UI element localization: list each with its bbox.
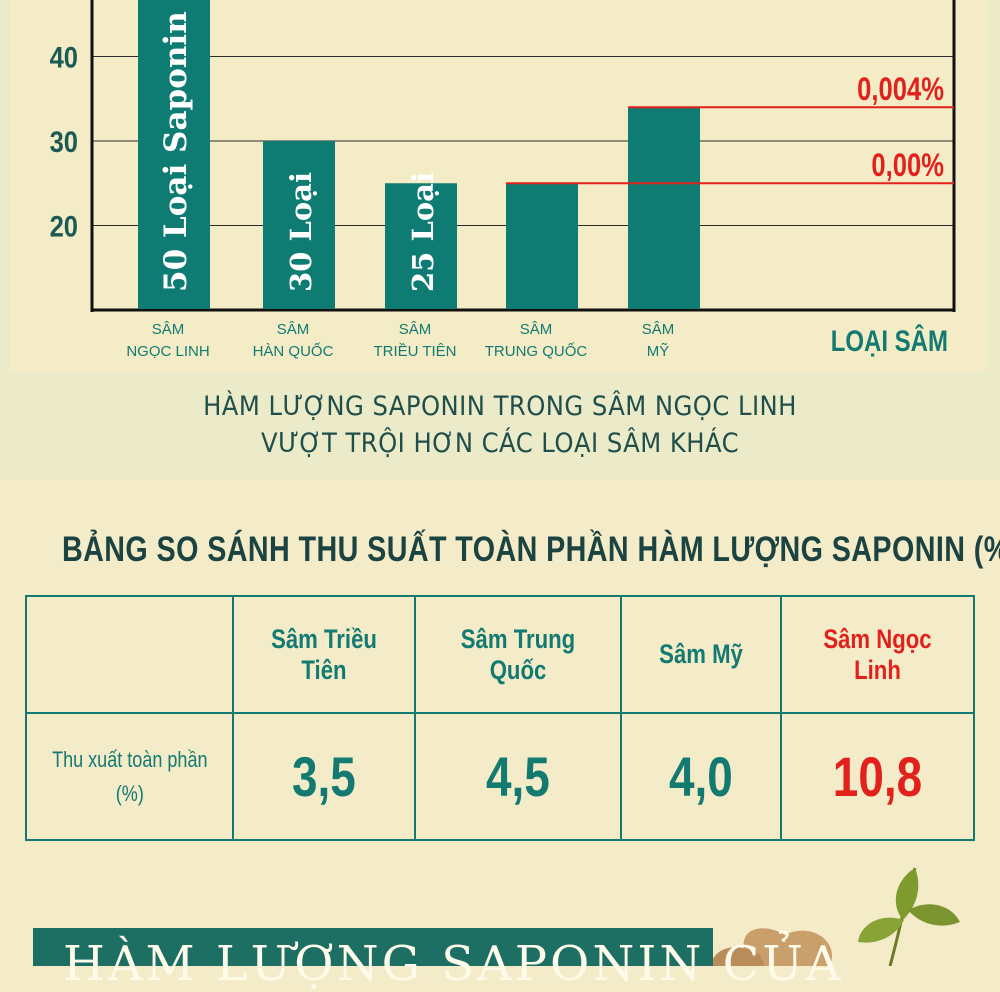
category-label: SÂM bbox=[520, 321, 553, 338]
chart-area: 20 30 40 50 Loại Saponin SÂM NGỌC LINH 30 Loại… bbox=[10, 0, 988, 372]
category-label: NGỌC LINH bbox=[126, 343, 209, 360]
value-ngoc-linh: 10,8 bbox=[780, 712, 975, 841]
x-axis-title: LOẠI SÂM bbox=[831, 323, 948, 357]
category-label: SÂM bbox=[399, 321, 432, 338]
y-tick-label: 40 bbox=[50, 41, 78, 74]
bar bbox=[628, 107, 700, 309]
reference-label: 0,00% bbox=[871, 149, 944, 184]
category-label: TRIỀU TIÊN bbox=[373, 343, 456, 360]
bar bbox=[263, 141, 335, 309]
category-label: SÂM bbox=[152, 321, 185, 338]
section-banner: HÀM LƯỢNG SAPONIN CỦA bbox=[33, 928, 840, 992]
bar-label: 30 Loại bbox=[284, 172, 318, 292]
category-label: SÂM bbox=[277, 321, 310, 338]
table-header-ngoc-linh: Sâm Ngọc Linh bbox=[780, 595, 975, 714]
banner-title: HÀM LƯỢNG SAPONIN CỦA bbox=[63, 936, 844, 992]
chart-caption: HÀM LƯỢNG SAPONIN TRONG SÂM NGỌC LINH VƯ… bbox=[50, 388, 950, 462]
table-header-trung-quoc: Sâm Trung Quốc bbox=[414, 595, 622, 714]
chart-caption-line-2: VƯỢT TRỘI HƠN CÁC LOẠI SÂM KHÁC bbox=[260, 428, 740, 459]
table-header-row: Sâm Triều Tiên Sâm Trung Quốc Sâm Mỹ Sâm… bbox=[25, 595, 975, 714]
bar bbox=[506, 183, 578, 309]
y-tick-label: 20 bbox=[50, 210, 78, 243]
bar bbox=[385, 183, 457, 309]
value-my: 4,0 bbox=[620, 712, 782, 841]
category-label: MỸ bbox=[647, 343, 670, 360]
chart-panel: 20 30 40 50 Loại Saponin SÂM NGỌC LINH 30 Loại… bbox=[0, 0, 1000, 480]
category-label: SÂM bbox=[642, 321, 675, 338]
ginseng-leaf-illustration bbox=[710, 867, 960, 966]
bar bbox=[138, 0, 210, 309]
table-header-empty bbox=[25, 595, 234, 714]
bar-label: 50 Loại Saponin bbox=[158, 11, 194, 292]
category-label: HÀN QUỐC bbox=[253, 342, 334, 360]
value-trung-quoc: 4,5 bbox=[414, 712, 622, 841]
chart-caption-line-1: HÀM LƯỢNG SAPONIN TRONG SÂM NGỌC LINH bbox=[203, 391, 797, 422]
table-row: Thu xuất toàn phần (%) 3,5 4,5 4,0 10,8 bbox=[25, 712, 975, 841]
comparison-table: Sâm Triều Tiên Sâm Trung Quốc Sâm Mỹ Sâm… bbox=[25, 595, 975, 841]
reference-label: 0,004% bbox=[857, 73, 944, 108]
row-label-line-2: (%) bbox=[115, 780, 144, 806]
row-label-line-1: Thu xuất toàn phần bbox=[51, 746, 208, 772]
y-tick-label: 30 bbox=[50, 125, 78, 158]
bar-label: 25 Loại bbox=[406, 172, 440, 292]
saponin-bar-chart: 20 30 40 50 Loại Saponin SÂM NGỌC LINH 30 Loại… bbox=[50, 0, 956, 360]
table-header-trieu-tien: Sâm Triều Tiên bbox=[232, 595, 416, 714]
category-label: TRUNG QUỐC bbox=[485, 342, 588, 360]
row-label: Thu xuất toàn phần (%) bbox=[25, 712, 234, 841]
table-header-my: Sâm Mỹ bbox=[620, 595, 782, 714]
table-title: BẢNG SO SÁNH THU SUẤT TOÀN PHẦN HÀM LƯỢN… bbox=[62, 530, 1000, 569]
value-trieu-tien: 3,5 bbox=[232, 712, 416, 841]
